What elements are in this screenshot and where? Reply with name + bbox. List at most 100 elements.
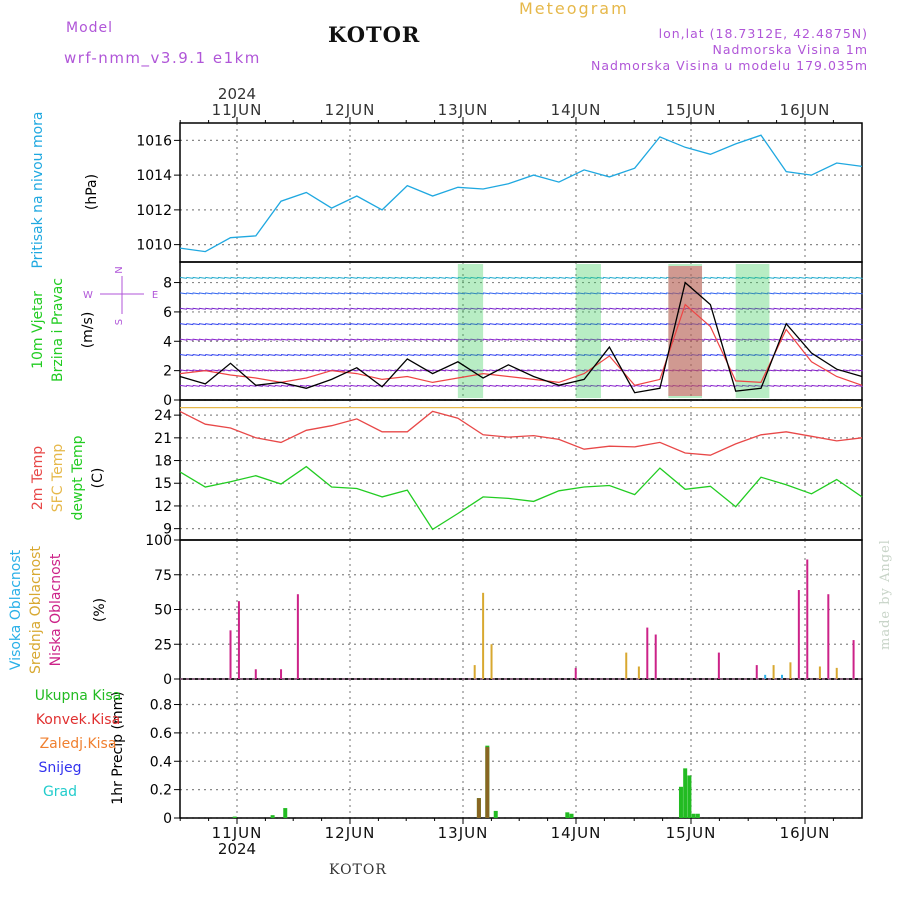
wind-barb xyxy=(331,338,339,341)
wind-barb xyxy=(546,292,554,295)
wind-barb xyxy=(198,384,207,387)
wind-barb xyxy=(533,323,541,326)
wind-barb xyxy=(331,276,339,279)
wind-barb xyxy=(299,384,308,387)
conv-precip-bar xyxy=(476,798,481,818)
wind-barb xyxy=(312,369,320,372)
wind-barb xyxy=(824,384,832,387)
wind-barb xyxy=(735,292,743,295)
wind-barb xyxy=(546,338,554,341)
wind-barb xyxy=(767,384,775,387)
wind-barb xyxy=(546,384,554,387)
wind-barb xyxy=(255,307,263,310)
wind-barb xyxy=(634,369,642,372)
wind-barb xyxy=(603,384,611,387)
wind-barb xyxy=(369,369,377,372)
wind-barb xyxy=(760,292,769,295)
wind-barb xyxy=(243,323,251,326)
wind-barb xyxy=(640,292,649,295)
wind-barb xyxy=(830,369,838,372)
wind-barb xyxy=(704,369,712,372)
top-day-label: 16JUN xyxy=(780,101,831,119)
wind-barb xyxy=(192,353,200,356)
wind-barb xyxy=(621,323,630,326)
wind-barb xyxy=(451,338,459,341)
wind-barb xyxy=(628,353,636,356)
wind-barb xyxy=(432,338,440,341)
wind-barb xyxy=(205,384,213,387)
wind-barb xyxy=(243,369,251,372)
wind-barb xyxy=(735,276,743,279)
wind-barb xyxy=(426,338,434,341)
wind-barb xyxy=(457,384,465,387)
wind-barb xyxy=(539,353,548,356)
wind-barb xyxy=(268,276,276,279)
wind-barb xyxy=(224,292,232,295)
wind-barb xyxy=(729,292,737,295)
wind-barb xyxy=(849,307,857,310)
wind-barb xyxy=(565,353,573,356)
wind-barb xyxy=(577,338,585,341)
wind-barb xyxy=(501,384,510,387)
wind-barb xyxy=(830,338,838,341)
wind-barb xyxy=(628,369,636,372)
wind-barb xyxy=(413,353,421,356)
wind-barb xyxy=(735,338,743,341)
wind-barb xyxy=(262,307,270,310)
wind-barb xyxy=(464,384,472,387)
wind-barb xyxy=(855,384,863,387)
wind-barb xyxy=(268,307,276,310)
wind-barb xyxy=(805,292,813,295)
wind-barb xyxy=(249,307,257,310)
wind-barb xyxy=(647,369,655,372)
wind-barb xyxy=(836,384,844,387)
wind-barb xyxy=(501,369,510,372)
wind-barb xyxy=(647,323,655,326)
wind-barb xyxy=(666,369,674,372)
wind-barb xyxy=(432,353,440,356)
wind-barb xyxy=(400,292,409,295)
wind-barb xyxy=(287,292,295,295)
wind-barb xyxy=(299,307,308,310)
wind-barb xyxy=(710,384,718,387)
wind-barb xyxy=(533,307,541,310)
wind-barb xyxy=(476,307,484,310)
wind-barb xyxy=(211,292,219,295)
lonlat-text: lon,lat (18.7312E, 42.4875N) xyxy=(658,26,868,41)
wind-barb xyxy=(495,384,503,387)
wind-barb xyxy=(824,276,832,279)
wind-barb xyxy=(186,292,194,295)
wind-barb xyxy=(299,323,308,326)
wind-barb xyxy=(590,338,598,341)
wind-barb xyxy=(577,369,585,372)
wind-barb xyxy=(470,307,478,310)
wind-barb xyxy=(792,276,800,279)
wind-barb xyxy=(697,384,705,387)
wind-barb xyxy=(590,292,598,295)
wind-barb xyxy=(514,353,522,356)
wind-barb xyxy=(621,369,630,372)
wind-barb xyxy=(501,307,510,310)
wind-barb xyxy=(306,307,314,310)
wind-barb xyxy=(811,276,819,279)
wind-barb xyxy=(451,307,459,310)
wind-barb xyxy=(388,338,396,341)
cloud-bar xyxy=(764,674,767,679)
wind-barb xyxy=(438,292,446,295)
wind-barb xyxy=(723,353,731,356)
wind-barb xyxy=(274,276,282,279)
wind-barb xyxy=(685,292,693,295)
wind-barb xyxy=(685,384,693,387)
wind-barb xyxy=(830,307,838,310)
top-day-label: 14JUN xyxy=(551,101,602,119)
wind-barb xyxy=(527,369,535,372)
wind-barb xyxy=(741,353,750,356)
wind-barb xyxy=(350,353,358,356)
wind-barb xyxy=(350,276,358,279)
wind-barb xyxy=(590,353,598,356)
wind-barb xyxy=(198,307,207,310)
wind-barb xyxy=(716,384,724,387)
wind-barb xyxy=(274,292,282,295)
wind-barb xyxy=(179,292,188,295)
cloud-bar xyxy=(237,601,240,679)
